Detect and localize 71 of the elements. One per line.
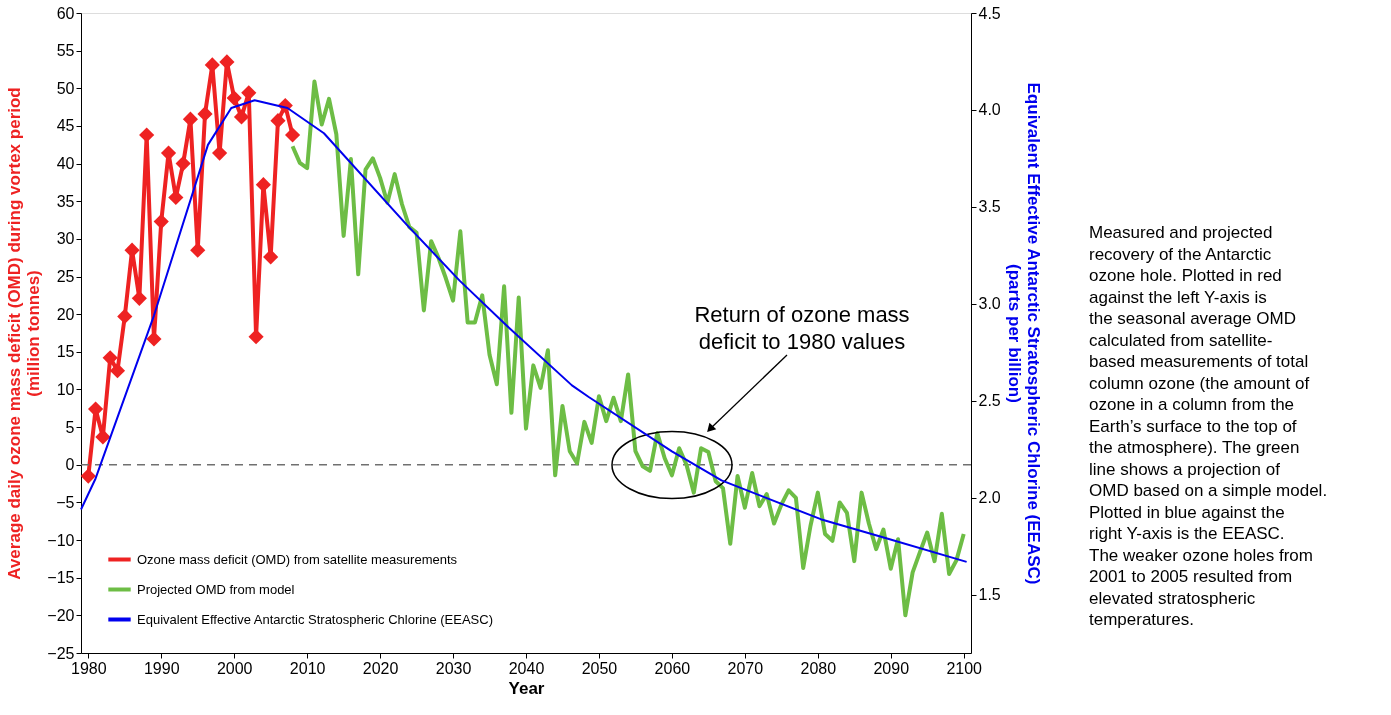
legend-label: Equivalent Effective Antarctic Stratospheric Chlorine (EEASC)	[137, 611, 493, 627]
x-tick-label: 2090	[873, 659, 910, 677]
point	[204, 57, 220, 73]
legend-label: Ozone mass deficit (OMD) from satellite measurements	[137, 551, 458, 567]
y2-tick-label: 4.0	[978, 101, 1001, 119]
point	[124, 242, 140, 258]
point	[233, 109, 250, 125]
x-tick-label: 2030	[435, 659, 472, 677]
y-tick-label: 15	[56, 343, 75, 361]
legend-label: Projected OMD from model	[137, 581, 295, 597]
y-tick-label: 25	[56, 268, 75, 286]
point	[117, 308, 133, 325]
y2-tick-label: 2.0	[978, 489, 1001, 507]
x-tick-label: 2080	[800, 659, 837, 677]
y-tick-label: 10	[56, 380, 75, 398]
y-tick-label: 35	[56, 192, 75, 210]
y2-tick-label: 2.5	[978, 392, 1001, 410]
x-tick-label: 1990	[143, 659, 180, 677]
point	[270, 113, 286, 129]
point	[248, 329, 264, 345]
y2-tick-label: 3.0	[978, 295, 1001, 313]
y-tick-label: 5	[65, 418, 75, 436]
point	[226, 90, 242, 106]
point	[197, 106, 213, 122]
y-tick-label: 50	[56, 79, 75, 97]
x-tick-label: 2000	[216, 659, 253, 677]
point	[146, 331, 162, 347]
y-tick-label: 45	[56, 117, 75, 135]
point	[131, 290, 147, 306]
point	[153, 213, 169, 230]
y-tick-label: 20	[56, 305, 75, 323]
y2-tick-label: 4.5	[978, 4, 1001, 22]
point	[212, 145, 228, 161]
x-tick-label: 2040	[508, 659, 545, 677]
x-tick-label: 2070	[727, 659, 764, 677]
y-tick-label: −10	[47, 531, 75, 549]
x-tick-label: 2060	[654, 659, 691, 677]
point	[139, 127, 155, 143]
x-tick-label: 2050	[581, 659, 618, 677]
y2-tick-label: 1.5	[978, 586, 1001, 604]
y2-axis-title: Equivalent Effective Antarctic Stratospheric Chlorine (EEASC) (parts per billion)	[1004, 82, 1043, 585]
point	[284, 127, 301, 143]
point	[182, 111, 199, 127]
x-tick-label: 2010	[289, 659, 326, 677]
y-tick-label: −25	[47, 644, 75, 662]
point	[241, 85, 257, 101]
y-axis-title: Average daily ozone mass deficit (OMD) during vortex period (million tonnes)	[5, 87, 44, 580]
y-tick-label: 40	[56, 155, 75, 173]
y-tick-label: 60	[56, 4, 75, 22]
point	[219, 54, 235, 70]
annotation: Return of ozone mass deficit to 1980 values	[694, 302, 910, 354]
text: Measured and projected recovery of the Antarctic ozone hole. Plotted in red against the left Y-axis is the seasonal average OMD calculated from satellite-based measurements of total column ozone (the amount of ozone in a column from the Earth’s surface to the top of the atmosphere). The green line shows a projection of OMD based on a simple model. Plotted in blue against the right Y-axis is the EEASC. The weaker ozone holes from 2001 to 2005 resulted from elevated stratospheric temperatures.	[1089, 223, 1328, 629]
point	[95, 429, 111, 445]
point	[175, 156, 191, 172]
y-tick-label: 30	[56, 230, 75, 248]
point	[263, 249, 279, 265]
point	[102, 350, 118, 366]
point	[255, 177, 271, 193]
point	[190, 242, 206, 258]
point	[109, 363, 126, 379]
x-tick-label: 1980	[71, 659, 107, 677]
y-tick-label: −20	[47, 606, 75, 624]
y-tick-label: 55	[56, 42, 75, 60]
y-tick-label: −5	[56, 493, 75, 511]
y-tick-label: 0	[65, 456, 75, 474]
x-tick-label: 2020	[362, 659, 399, 677]
y-tick-label: −15	[47, 569, 75, 587]
x-tick-label: 2100	[946, 659, 983, 677]
x-axis-title: Year	[508, 678, 545, 698]
point	[80, 468, 96, 484]
y2-tick-label: 3.5	[978, 198, 1001, 216]
